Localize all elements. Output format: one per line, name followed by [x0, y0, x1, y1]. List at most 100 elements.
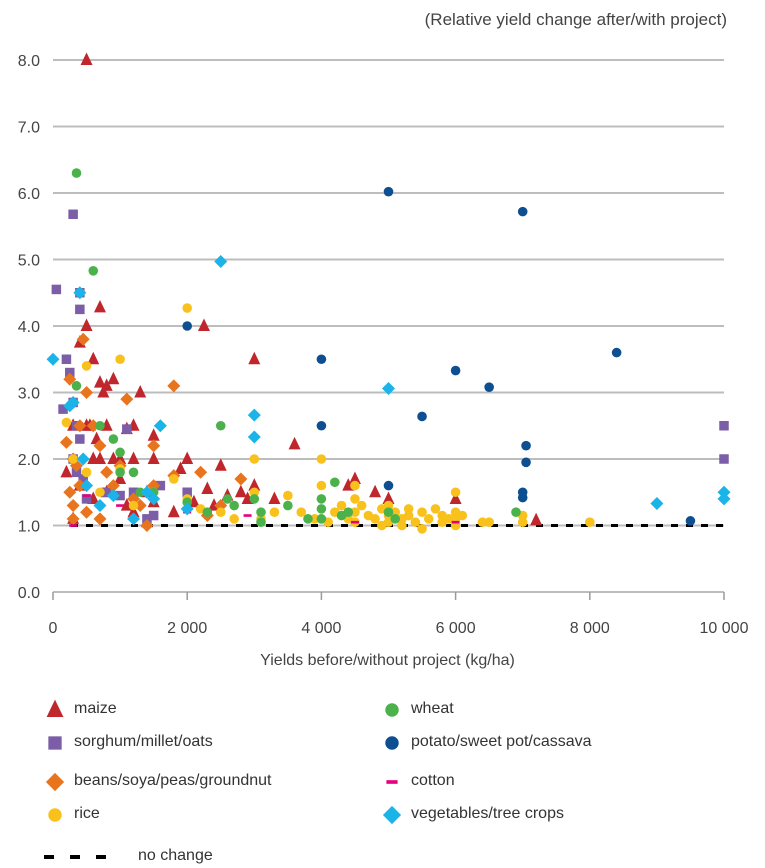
point-vegetables-tree-crops — [73, 286, 87, 300]
point-wheat — [148, 487, 159, 498]
point-maize — [288, 436, 301, 450]
point-maize — [80, 52, 93, 66]
point-wheat — [256, 507, 266, 517]
x-tick-label: 0 — [49, 620, 58, 637]
point-vegetables-tree-crops — [717, 485, 731, 499]
point-sorghum-millet-oats — [115, 490, 125, 501]
point-sorghum-millet-oats — [75, 434, 85, 444]
point-rice — [450, 487, 461, 498]
point-rice — [68, 454, 78, 464]
point-maize — [127, 451, 140, 465]
point-rice — [383, 500, 394, 511]
point-rice — [229, 514, 239, 524]
y-tick-label: 1.0 — [18, 519, 40, 536]
point-wheat — [256, 517, 266, 527]
point-maize — [93, 375, 106, 388]
point-sorghum-millet-oats — [719, 454, 729, 464]
legend-marker-beans-soya-peas-groundnut — [45, 772, 65, 792]
point-vegetables-tree-crops — [93, 499, 107, 513]
legend-marker-wheat — [385, 703, 399, 717]
point-maize — [348, 471, 361, 484]
point-maize — [181, 451, 194, 465]
point-potato-sweet-pot-cassava — [383, 480, 394, 491]
point-beans-soya-peas-groundnut — [100, 465, 114, 479]
point-potato-sweet-pot-cassava — [611, 347, 622, 358]
point-vegetables-tree-crops — [382, 382, 395, 396]
point-wheat — [115, 447, 125, 458]
point-cotton — [82, 494, 91, 497]
point-maize — [97, 385, 110, 398]
point-wheat — [343, 507, 354, 517]
point-sorghum-millet-oats — [719, 421, 729, 431]
point-wheat — [88, 266, 99, 276]
point-maize — [87, 351, 100, 365]
point-potato-sweet-pot-cassava — [316, 420, 327, 431]
point-maize — [80, 318, 93, 332]
point-sorghum-millet-oats — [61, 354, 72, 364]
point-rice — [283, 490, 293, 501]
point-potato-sweet-pot-cassava — [484, 382, 494, 392]
point-sorghum-millet-oats — [68, 209, 78, 220]
point-rice — [457, 510, 468, 521]
point-wheat — [330, 477, 340, 488]
point-beans-soya-peas-groundnut — [147, 439, 161, 453]
point-beans-soya-peas-groundnut — [194, 465, 208, 479]
point-sorghum-millet-oats — [155, 480, 166, 491]
point-maize — [134, 385, 147, 398]
point-sorghum-millet-oats — [101, 487, 112, 497]
point-vegetables-tree-crops — [80, 479, 94, 493]
point-maize — [93, 451, 106, 465]
point-wheat — [71, 168, 82, 178]
point-vegetables-tree-crops — [153, 419, 167, 433]
point-rice — [417, 524, 427, 534]
point-wheat — [108, 434, 119, 444]
point-rice — [397, 520, 407, 531]
point-rice — [417, 507, 427, 517]
point-rice — [484, 517, 494, 527]
point-potato-sweet-pot-cassava — [517, 206, 528, 217]
point-beans-soya-peas-groundnut — [59, 435, 73, 449]
point-maize — [167, 504, 180, 518]
point-beans-soya-peas-groundnut — [234, 472, 248, 486]
point-rice — [356, 500, 367, 511]
point-maize — [248, 478, 261, 491]
point-beans-soya-peas-groundnut — [73, 479, 87, 493]
point-vegetables-tree-crops — [650, 497, 664, 511]
point-maize — [268, 491, 281, 504]
x-tick-label: 2 000 — [167, 620, 207, 637]
point-maize — [93, 299, 106, 313]
point-wheat — [95, 420, 105, 431]
point-maize — [197, 318, 210, 332]
y-tick-label: 4.0 — [18, 319, 40, 336]
point-rice — [585, 517, 595, 527]
point-beans-soya-peas-groundnut — [93, 439, 107, 453]
point-wheat — [128, 467, 139, 478]
point-rice — [477, 517, 488, 527]
point-vegetables-tree-crops — [214, 254, 228, 268]
x-axis-label: Yields before/without project (kg/ha) — [260, 652, 515, 669]
point-sorghum-millet-oats — [71, 467, 82, 478]
point-sorghum-millet-oats — [65, 367, 75, 378]
legend-marker-rice — [48, 808, 62, 822]
point-maize — [382, 491, 395, 504]
point-vegetables-tree-crops — [140, 485, 154, 499]
point-maize — [248, 351, 261, 365]
point-sorghum-millet-oats — [78, 474, 88, 484]
point-cotton — [451, 520, 460, 524]
point-potato-sweet-pot-cassava — [383, 186, 394, 197]
point-rice — [444, 514, 454, 524]
point-wheat — [222, 494, 233, 504]
point-beans-soya-peas-groundnut — [63, 485, 77, 499]
point-rice — [350, 480, 360, 491]
y-tick-label: 6.0 — [18, 186, 40, 203]
point-maize — [201, 481, 214, 494]
y-tick-label: 3.0 — [18, 386, 40, 403]
point-wheat — [115, 467, 125, 478]
point-beans-soya-peas-groundnut — [106, 479, 120, 493]
axes: 0.0 1.0 2.0 3.0 4.0 5.0 6.0 7.0 8.0 0 2 000 4 000 6 … — [18, 53, 749, 637]
point-rice — [517, 517, 528, 527]
x-tick-label: 8 000 — [570, 620, 610, 637]
point-maize — [530, 512, 543, 526]
point-beans-soya-peas-groundnut — [73, 419, 87, 433]
point-cotton — [350, 520, 359, 524]
